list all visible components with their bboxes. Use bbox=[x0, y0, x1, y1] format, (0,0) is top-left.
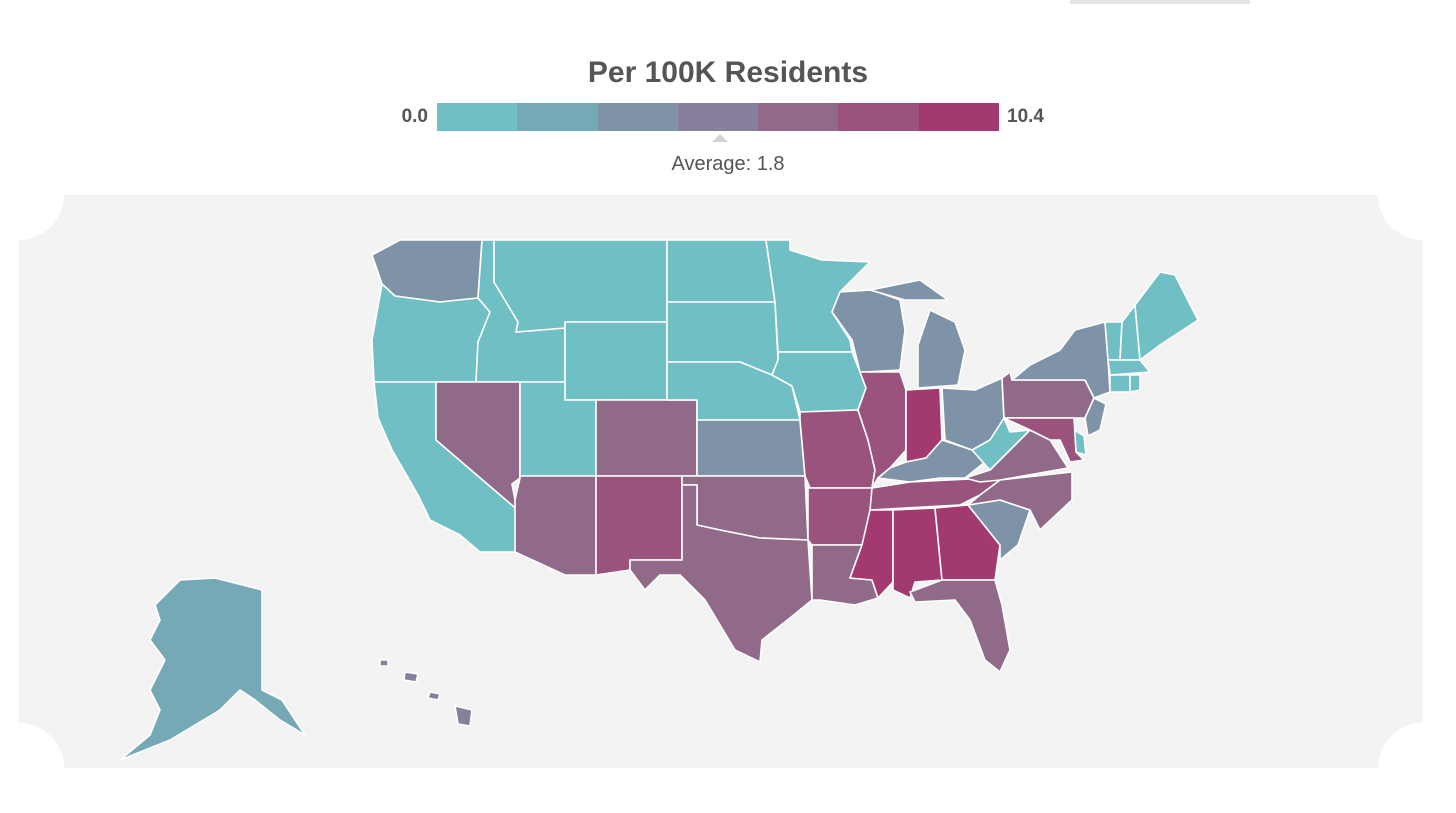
scale-max-label: 10.4 bbox=[1007, 106, 1044, 127]
state-wv[interactable] bbox=[971, 417, 1031, 471]
state-nj[interactable] bbox=[1084, 397, 1107, 437]
state-wy[interactable] bbox=[564, 321, 668, 401]
scale-segment bbox=[437, 103, 518, 131]
state-me[interactable] bbox=[1134, 271, 1199, 361]
scale-segment bbox=[517, 103, 598, 131]
state-md[interactable] bbox=[1003, 417, 1085, 463]
state-ks[interactable] bbox=[696, 419, 806, 477]
state-hi[interactable] bbox=[379, 659, 473, 727]
state-ak[interactable] bbox=[119, 577, 306, 761]
state-il[interactable] bbox=[857, 371, 907, 489]
scale-segment bbox=[758, 103, 839, 131]
color-scale-bar bbox=[437, 103, 999, 131]
state-ma[interactable] bbox=[1107, 359, 1151, 376]
state-co[interactable] bbox=[595, 399, 698, 477]
state-nd[interactable] bbox=[666, 239, 776, 303]
top-decoration bbox=[1070, 0, 1250, 4]
state-ct[interactable] bbox=[1109, 374, 1131, 393]
state-ga[interactable] bbox=[934, 504, 1001, 581]
state-wi[interactable] bbox=[831, 289, 906, 373]
state-fl[interactable] bbox=[909, 579, 1011, 673]
state-ri[interactable] bbox=[1129, 374, 1141, 393]
legend-title: Per 100K Residents bbox=[587, 56, 869, 89]
average-label: Average: 1.8 bbox=[671, 153, 785, 175]
scale-segment bbox=[597, 103, 678, 131]
state-ar[interactable] bbox=[807, 487, 873, 546]
panel-corner-notch bbox=[1378, 150, 1456, 240]
scale-segment bbox=[838, 103, 919, 131]
state-az[interactable] bbox=[514, 475, 597, 576]
scale-segment bbox=[677, 103, 759, 131]
scale-segment bbox=[918, 103, 999, 131]
panel-corner-notch bbox=[1378, 723, 1456, 813]
state-tx[interactable] bbox=[629, 484, 813, 663]
state-mi[interactable] bbox=[869, 279, 966, 389]
state-mt[interactable] bbox=[493, 239, 668, 333]
scale-min-label: 0.0 bbox=[401, 106, 428, 127]
average-marker-icon bbox=[712, 134, 728, 142]
state-nc[interactable] bbox=[967, 471, 1073, 531]
state-vt[interactable] bbox=[1104, 321, 1123, 361]
